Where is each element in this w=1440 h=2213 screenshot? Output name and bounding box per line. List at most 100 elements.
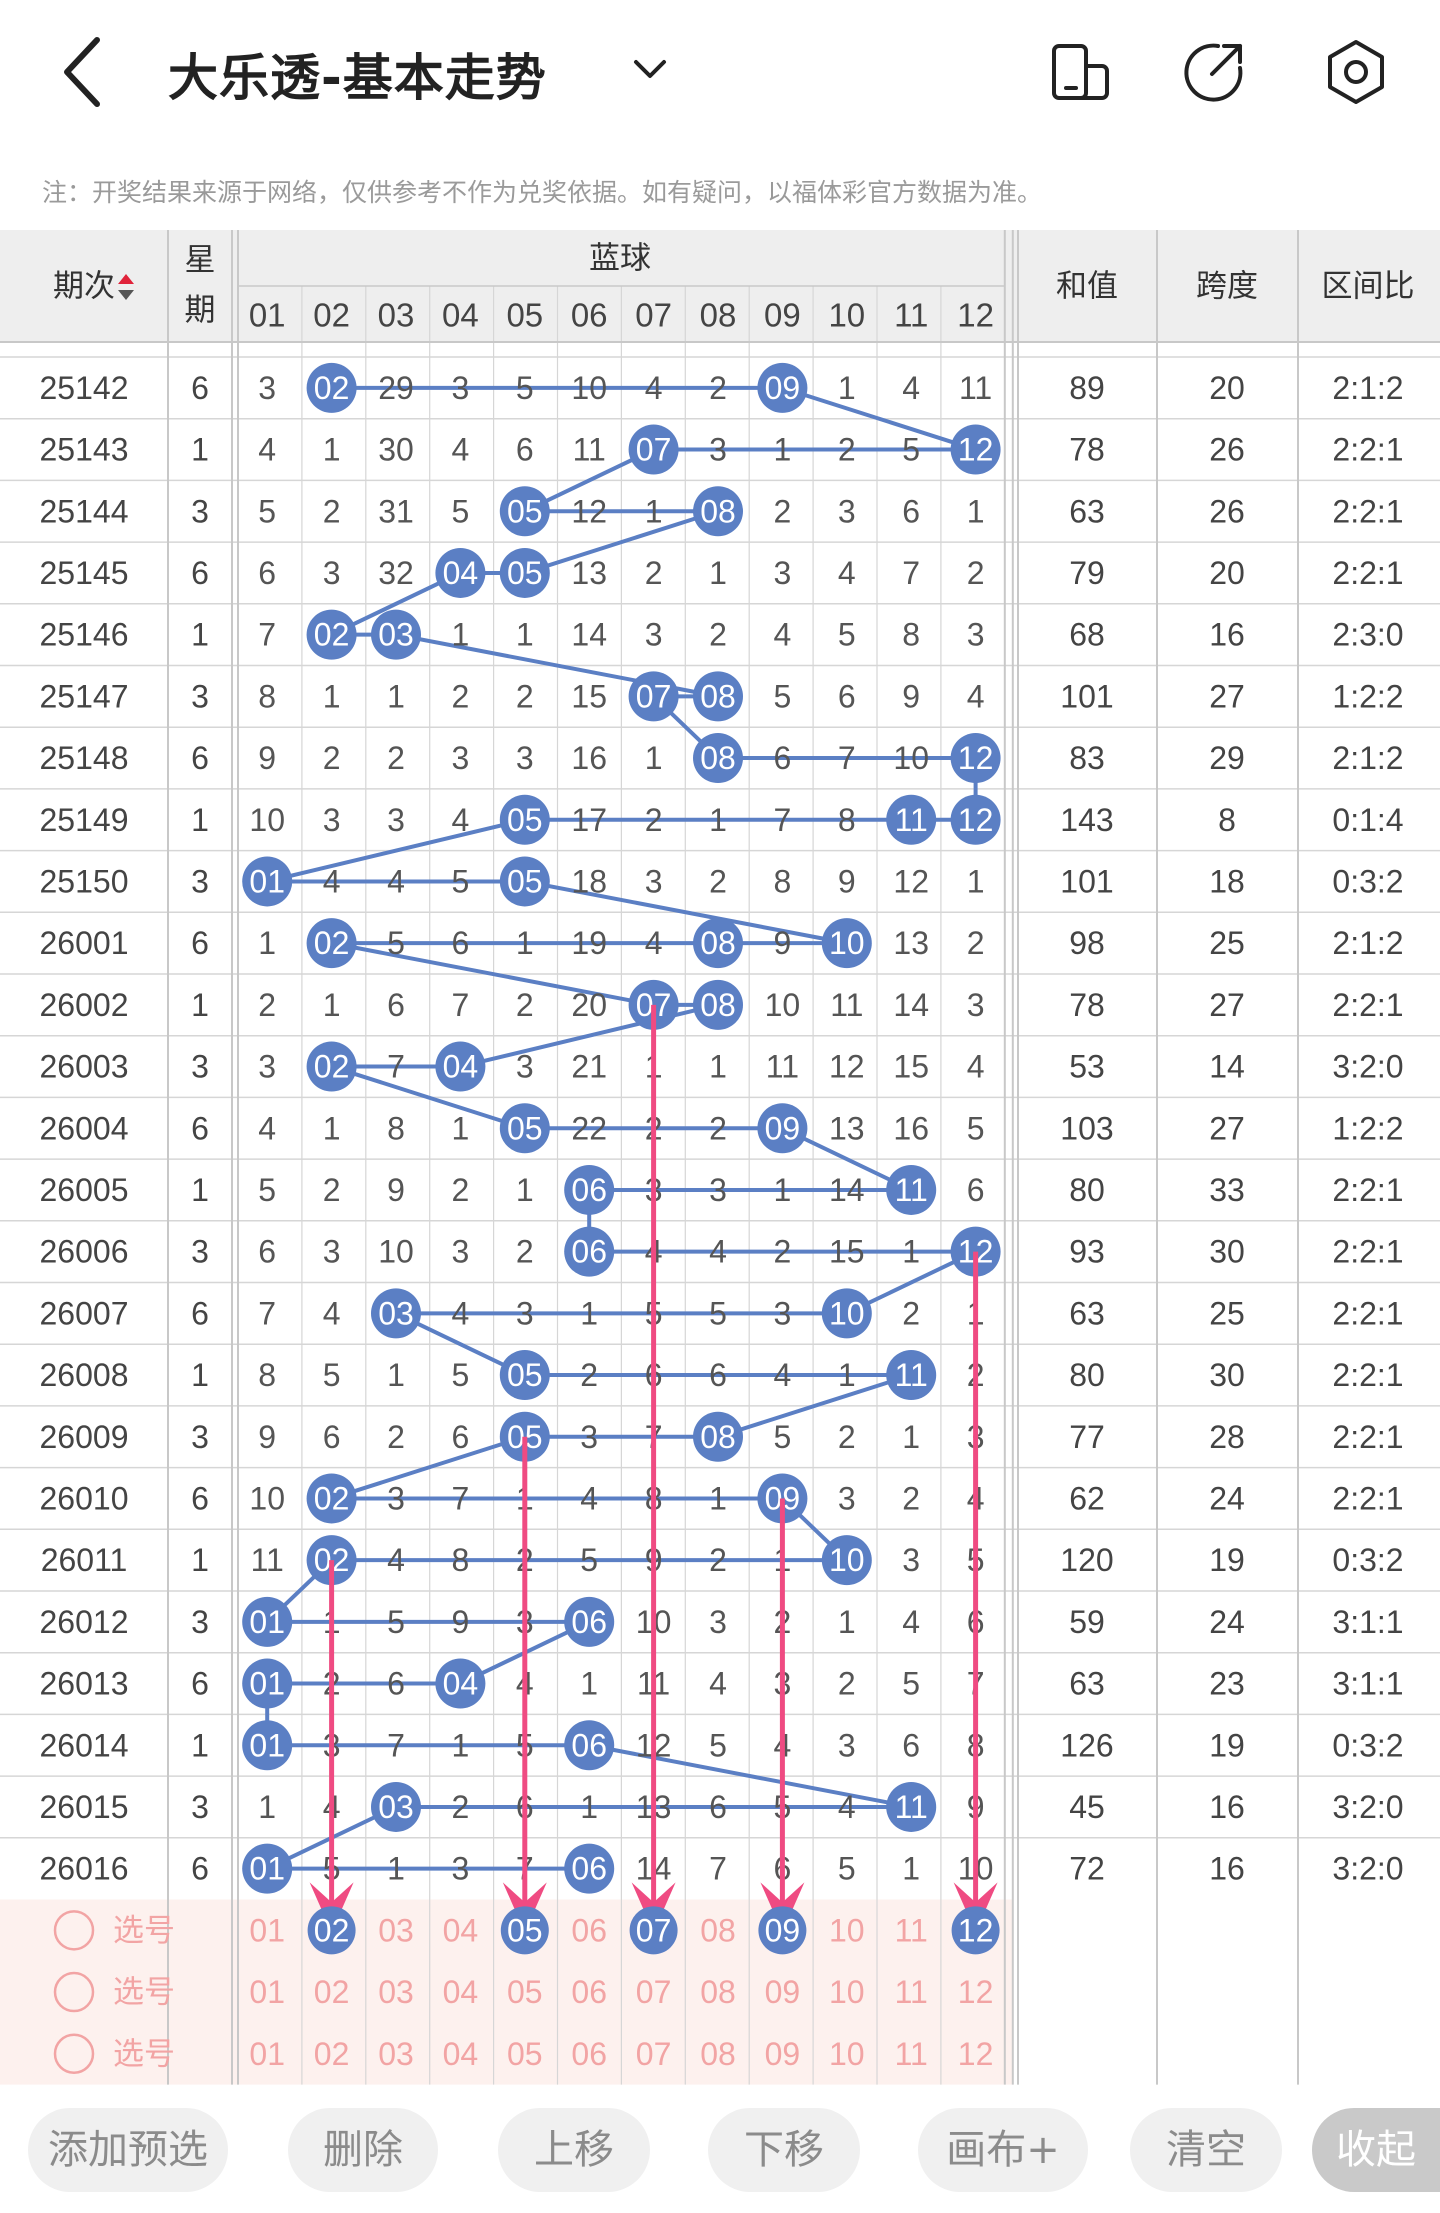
select-number: 08 bbox=[700, 1974, 736, 2010]
miss-count: 3 bbox=[902, 1542, 920, 1578]
miss-count: 5 bbox=[452, 1357, 470, 1393]
miss-count: 1 bbox=[902, 1234, 920, 1270]
miss-count: 1 bbox=[838, 1604, 856, 1640]
miss-count: 21 bbox=[571, 1049, 607, 1085]
miss-count: 4 bbox=[967, 678, 985, 714]
ball-marker bbox=[306, 362, 357, 413]
selected-ball[interactable] bbox=[307, 1906, 356, 1955]
miss-count: 7 bbox=[452, 1480, 470, 1516]
select-number: 03 bbox=[378, 2036, 414, 2072]
miss-count: 1 bbox=[645, 740, 663, 776]
sum-cell: 59 bbox=[1069, 1604, 1105, 1640]
select-row[interactable]: 选号 01 02 03 04 05 06 07 08 09 10 11 12 bbox=[53, 1971, 993, 2013]
canvas-plus-button[interactable]: 画布+ bbox=[918, 2108, 1088, 2192]
delete-button[interactable]: 删除 bbox=[288, 2108, 438, 2192]
ball-number: 04 bbox=[443, 1666, 479, 1702]
ball-marker bbox=[371, 609, 421, 660]
span-cell: 26 bbox=[1209, 493, 1245, 529]
ratio-cell: 2:2:1 bbox=[1332, 493, 1403, 529]
week-cell: 3 bbox=[191, 1604, 209, 1640]
miss-count: 31 bbox=[378, 493, 414, 529]
miss-count: 1 bbox=[387, 1357, 405, 1393]
add-preselect-button[interactable]: 添加预选 bbox=[28, 2108, 228, 2192]
ball-marker bbox=[499, 794, 550, 845]
miss-count: 1 bbox=[709, 802, 727, 838]
ball-marker bbox=[499, 1103, 550, 1154]
sum-cell: 89 bbox=[1069, 370, 1105, 406]
ball-number: 05 bbox=[507, 802, 543, 838]
chevron-down-icon[interactable] bbox=[628, 48, 672, 92]
move-up-button[interactable]: 上移 bbox=[498, 2108, 650, 2192]
select-row[interactable]: 选号 01 02 03 04 05 06 07 08 09 10 11 12 bbox=[53, 1906, 1000, 1955]
select-number: 06 bbox=[571, 2036, 607, 2072]
miss-count: 2 bbox=[838, 1419, 856, 1455]
collapse-button[interactable]: 收起 bbox=[1312, 2108, 1440, 2192]
ball-marker bbox=[693, 979, 743, 1030]
span-cell: 20 bbox=[1209, 370, 1245, 406]
miss-count: 6 bbox=[709, 1789, 727, 1825]
clear-button[interactable]: 清空 bbox=[1130, 2108, 1282, 2192]
sort-down-icon[interactable] bbox=[118, 290, 134, 300]
ball-number: 11 bbox=[895, 1357, 928, 1393]
table-row: 25144 3 5 2 31 5 05 12 1 08 2 3 6 1 63 26 2:2:1 bbox=[40, 486, 1404, 537]
miss-count: 4 bbox=[902, 1604, 920, 1640]
miss-count: 4 bbox=[258, 432, 276, 468]
miss-count: 9 bbox=[258, 740, 276, 776]
ball-marker bbox=[886, 1781, 937, 1832]
trend-grid[interactable]: 期次星期蓝球 01 02 03 04 05 06 07 08 09 10 11 12 和值 跨度 区间比 251… bbox=[0, 230, 1440, 2085]
ratio-cell: 1:2:2 bbox=[1332, 1110, 1403, 1146]
move-down-button[interactable]: 下移 bbox=[708, 2108, 860, 2192]
span-cell: 19 bbox=[1209, 1727, 1245, 1763]
selected-ball[interactable] bbox=[758, 1906, 807, 1955]
miss-count: 2 bbox=[967, 925, 985, 961]
ratio-cell: 0:3:2 bbox=[1332, 863, 1403, 899]
num-col-header: 10 bbox=[828, 297, 865, 334]
select-row[interactable]: 选号 01 02 03 04 05 06 07 08 09 10 11 12 bbox=[53, 2033, 993, 2074]
miss-count: 2 bbox=[838, 432, 856, 468]
selected-ball[interactable] bbox=[500, 1906, 549, 1955]
table-row: 2600939626053708521377282:2:1 bbox=[40, 1411, 1404, 1462]
select-number: 04 bbox=[443, 1974, 479, 2010]
miss-count: 5 bbox=[516, 370, 534, 406]
span-cell: 25 bbox=[1209, 925, 1245, 961]
miss-count: 6 bbox=[387, 1666, 405, 1702]
span-cell: 29 bbox=[1209, 740, 1245, 776]
ball-number: 05 bbox=[507, 1357, 543, 1393]
miss-count: 8 bbox=[452, 1542, 470, 1578]
miss-count: 29 bbox=[378, 370, 414, 406]
week-cell: 3 bbox=[191, 1049, 209, 1085]
selected-ball[interactable] bbox=[951, 1906, 1000, 1955]
share-icon[interactable] bbox=[1178, 36, 1250, 108]
sort-up-icon[interactable] bbox=[118, 274, 134, 284]
week-cell: 1 bbox=[191, 802, 209, 838]
miss-count: 8 bbox=[258, 678, 276, 714]
ball-marker bbox=[499, 547, 550, 598]
select-number: 09 bbox=[765, 2036, 801, 2072]
period-cell: 26011 bbox=[41, 1542, 128, 1578]
miss-count: 6 bbox=[516, 432, 534, 468]
back-arrow-icon[interactable] bbox=[55, 32, 115, 112]
sum-cell: 78 bbox=[1069, 432, 1105, 468]
settings-icon[interactable] bbox=[1320, 36, 1392, 108]
num-col-header: 03 bbox=[378, 297, 415, 334]
ball-number: 08 bbox=[700, 678, 736, 714]
select-radio[interactable] bbox=[53, 1910, 95, 1951]
ball-number: 03 bbox=[378, 1789, 414, 1825]
phone-rotate-icon[interactable] bbox=[1044, 36, 1116, 108]
select-radio[interactable] bbox=[53, 1971, 95, 2013]
table-row: 25147 3 8 1 1 2 2 15 07 08 5 6 9 4 101 27 1:2:2 bbox=[40, 671, 1404, 722]
span-cell: 26 bbox=[1209, 432, 1245, 468]
miss-count: 3 bbox=[709, 432, 727, 468]
ball-marker bbox=[435, 547, 486, 598]
miss-count: 3 bbox=[645, 617, 663, 653]
ratio-cell: 3:2:0 bbox=[1332, 1851, 1403, 1887]
page-title[interactable]: 大乐透-基本走势 bbox=[168, 49, 547, 107]
select-radio[interactable] bbox=[53, 2033, 95, 2074]
selected-ball[interactable] bbox=[629, 1906, 678, 1955]
miss-count: 5 bbox=[387, 925, 405, 961]
table-row: 26001 6 1 02 5 6 1 19 4 08 9 10 13 2 98 25 2:1:2 bbox=[40, 918, 1404, 969]
miss-count: 6 bbox=[323, 1419, 341, 1455]
select-number: 11 bbox=[895, 2036, 928, 2072]
miss-count: 1 bbox=[967, 863, 985, 899]
miss-count: 7 bbox=[387, 1727, 405, 1763]
